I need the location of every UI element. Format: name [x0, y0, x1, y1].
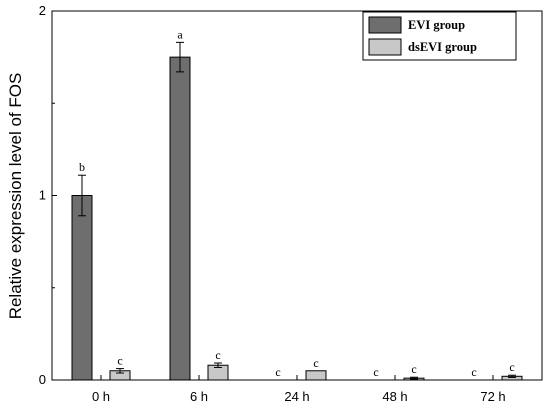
significance-label: c [215, 348, 220, 362]
error-bar [78, 174, 86, 217]
legend-swatch [368, 38, 402, 56]
bar-dsevi-2 [305, 370, 327, 381]
y-tick-label: 1 [39, 188, 46, 203]
bar-evi-0 [71, 195, 93, 381]
x-tick-label: 0 h [92, 389, 110, 404]
significance-label: c [117, 354, 122, 368]
error-bar [176, 41, 184, 73]
x-axis-ticks: 0 h 6 h 24 h 48 h 72 h [92, 375, 506, 404]
x-tick-label: 72 h [480, 389, 505, 404]
x-tick-label: 24 h [284, 389, 309, 404]
significance-label: c [471, 365, 476, 379]
y-axis-ticks: 0 1 2 [39, 3, 57, 387]
plot-area-border [51, 10, 543, 381]
error-bar [410, 376, 418, 380]
error-bar [214, 362, 222, 368]
y-tick-label: 0 [39, 372, 46, 387]
error-bar [508, 374, 516, 378]
significance-label: c [275, 365, 280, 379]
plot-frame [51, 10, 543, 381]
y-axis-title: Relative expression level of FOS [6, 73, 25, 320]
significance-label: c [313, 356, 318, 370]
significance-labels: b a c c c c c c c c [79, 27, 515, 379]
bar-series [71, 56, 523, 381]
legend: EVI group dsEVI group [362, 11, 517, 61]
significance-label: b [79, 160, 85, 174]
x-tick-label: 48 h [382, 389, 407, 404]
error-bars [78, 41, 516, 380]
legend-label: dsEVI group [408, 40, 477, 54]
y-tick-label: 2 [39, 3, 46, 18]
legend-swatch [368, 16, 402, 34]
legend-label: EVI group [408, 18, 465, 32]
bar-evi-1 [169, 56, 191, 381]
significance-label: a [177, 27, 183, 41]
error-bar [116, 368, 124, 374]
significance-label: c [411, 362, 416, 376]
significance-label: c [373, 365, 378, 379]
x-tick-label: 6 h [190, 389, 208, 404]
significance-label: c [509, 360, 514, 374]
